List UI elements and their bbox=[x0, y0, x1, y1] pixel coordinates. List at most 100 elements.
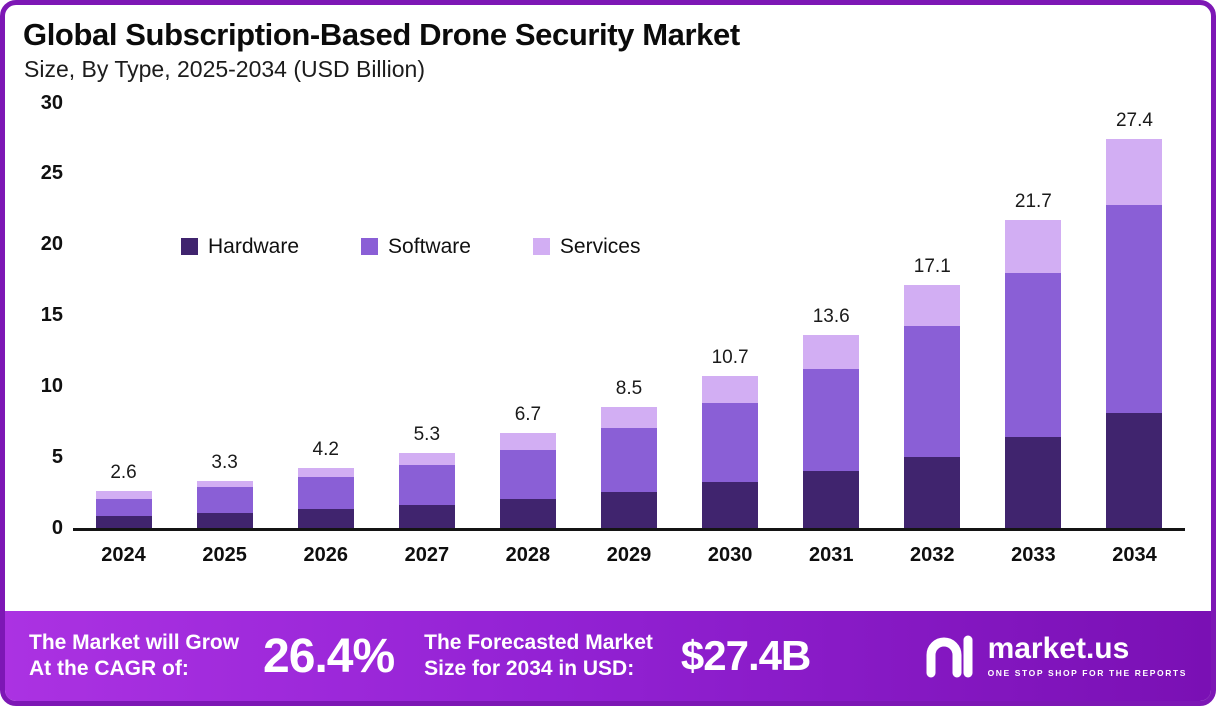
segment-services bbox=[904, 285, 961, 327]
x-tick-2032: 2032 bbox=[910, 543, 955, 566]
x-axis-labels: 2024 2025 2026 2027 2028 2029 2030 2031 2032 2033… bbox=[73, 531, 1185, 567]
brand-name: market.us bbox=[987, 632, 1130, 665]
forecast-label: The Forecasted Market Size for 2034 in U… bbox=[424, 630, 653, 683]
y-tick-5: 5 bbox=[51, 445, 63, 468]
segment-software bbox=[499, 449, 556, 500]
segment-software bbox=[702, 402, 759, 483]
marketus-logo-icon bbox=[926, 635, 973, 678]
segment-services bbox=[702, 376, 759, 403]
bar-total-label: 6.7 bbox=[514, 403, 542, 425]
legend-item-software: Software bbox=[361, 235, 471, 259]
segment-hardware bbox=[904, 456, 961, 528]
page-subtitle: Size, By Type, 2025-2034 (USD Billion) bbox=[24, 55, 425, 82]
bar-stack bbox=[398, 452, 455, 528]
segment-software bbox=[601, 428, 658, 493]
legend-swatch bbox=[181, 238, 198, 256]
segment-software bbox=[297, 476, 354, 510]
x-tick-2025: 2025 bbox=[202, 543, 247, 566]
segment-software bbox=[1005, 272, 1062, 437]
forecast-label-line1: The Forecasted Market bbox=[424, 630, 653, 654]
bar-stack bbox=[499, 432, 556, 528]
y-tick-25: 25 bbox=[40, 162, 63, 185]
bar-stack bbox=[1005, 220, 1062, 528]
cagr-label: The Market will Grow At the CAGR of: bbox=[29, 630, 239, 683]
y-tick-10: 10 bbox=[40, 374, 63, 397]
chart-legend: Hardware Software Services bbox=[181, 235, 640, 259]
bar-total-label: 10.7 bbox=[711, 347, 749, 369]
segment-software bbox=[803, 368, 860, 471]
forecast-label-line2: Size for 2034 in USD: bbox=[424, 657, 635, 680]
y-tick-30: 30 bbox=[40, 91, 63, 114]
y-axis: 0 5 10 15 20 25 30 bbox=[15, 92, 73, 539]
segment-services bbox=[499, 432, 556, 450]
segment-hardware bbox=[297, 509, 354, 528]
brand: market.us ONE STOP SHOP FOR THE REPORTS bbox=[922, 633, 1187, 679]
legend-swatch bbox=[532, 238, 550, 256]
legend-swatch bbox=[361, 238, 379, 256]
segment-hardware bbox=[1005, 436, 1062, 528]
segment-services bbox=[803, 334, 860, 369]
segment-hardware bbox=[702, 482, 759, 528]
legend-item-hardware: Hardware bbox=[181, 235, 299, 259]
brand-tagline: ONE STOP SHOP FOR THE REPORTS bbox=[987, 668, 1187, 678]
segment-software bbox=[398, 465, 455, 505]
bar-stack bbox=[601, 407, 658, 528]
forecast-value: $27.4B bbox=[680, 632, 811, 679]
segment-services bbox=[398, 452, 455, 466]
bar-stack bbox=[196, 480, 253, 528]
bar-stack bbox=[702, 376, 759, 528]
bar-total-label: 4.2 bbox=[312, 439, 339, 461]
segment-hardware bbox=[196, 513, 253, 528]
cagr-label-line2: At the CAGR of: bbox=[29, 657, 189, 680]
bar-total-label: 2.6 bbox=[110, 461, 137, 483]
segment-services bbox=[196, 480, 253, 487]
bar-total-label: 3.3 bbox=[211, 451, 238, 473]
segment-software bbox=[196, 486, 253, 514]
cagr-label-line1: The Market will Grow bbox=[29, 630, 240, 654]
bar-stack bbox=[904, 285, 961, 528]
segment-hardware bbox=[1106, 412, 1163, 528]
bar-2029: 8.5 bbox=[578, 103, 679, 528]
stacked-bar-chart: 0 5 10 15 20 25 30 Hardware Software Services 2.… bbox=[5, 83, 1211, 611]
y-tick-20: 20 bbox=[40, 233, 63, 256]
x-tick-2027: 2027 bbox=[404, 543, 450, 566]
segment-services bbox=[601, 407, 658, 429]
x-tick-2031: 2031 bbox=[808, 543, 854, 566]
bar-2031: 13.6 bbox=[781, 103, 882, 528]
bar-2033: 21.7 bbox=[983, 103, 1084, 528]
page-title: Global Subscription-Based Drone Security… bbox=[23, 17, 740, 52]
bar-stack bbox=[1106, 139, 1163, 528]
x-tick-2024: 2024 bbox=[101, 543, 146, 566]
x-tick-2033: 2033 bbox=[1011, 543, 1056, 566]
legend-label: Hardware bbox=[208, 234, 300, 258]
segment-hardware bbox=[499, 499, 556, 528]
bars-area: 2.6 3.3 4.2 5.3 6.7 8.5 10.7 13.6 17.1 21.7 27.4 bbox=[73, 103, 1185, 531]
bar-stack bbox=[297, 468, 354, 528]
bar-total-label: 27.4 bbox=[1115, 110, 1153, 132]
plot-area: Hardware Software Services 2.6 3.3 4.2 5.3 6.7… bbox=[73, 103, 1185, 567]
legend-label: Services bbox=[559, 234, 641, 258]
x-tick-2026: 2026 bbox=[303, 543, 348, 566]
cagr-value: 26.4% bbox=[263, 629, 395, 683]
x-tick-2030: 2030 bbox=[707, 543, 753, 566]
segment-services bbox=[95, 490, 152, 500]
brand-text: market.us ONE STOP SHOP FOR THE REPORTS bbox=[987, 632, 1187, 679]
bar-stack bbox=[95, 490, 152, 528]
bar-2027: 5.3 bbox=[376, 103, 477, 528]
segment-hardware bbox=[95, 516, 152, 528]
segment-services bbox=[1005, 220, 1062, 273]
bar-total-label: 13.6 bbox=[812, 305, 850, 327]
segment-services bbox=[1106, 139, 1163, 205]
x-tick-2034: 2034 bbox=[1112, 543, 1157, 566]
bar-2025: 3.3 bbox=[174, 103, 275, 528]
segment-software bbox=[95, 499, 152, 517]
bar-2034: 27.4 bbox=[1084, 103, 1185, 528]
bar-2026: 4.2 bbox=[275, 103, 376, 528]
footer-banner: The Market will Grow At the CAGR of: 26.… bbox=[5, 611, 1211, 701]
chart-header: Global Subscription-Based Drone Security… bbox=[5, 5, 1211, 83]
bar-2030: 10.7 bbox=[680, 103, 781, 528]
bar-total-label: 21.7 bbox=[1014, 191, 1052, 213]
bar-total-label: 5.3 bbox=[413, 423, 441, 445]
segment-hardware bbox=[601, 492, 658, 528]
